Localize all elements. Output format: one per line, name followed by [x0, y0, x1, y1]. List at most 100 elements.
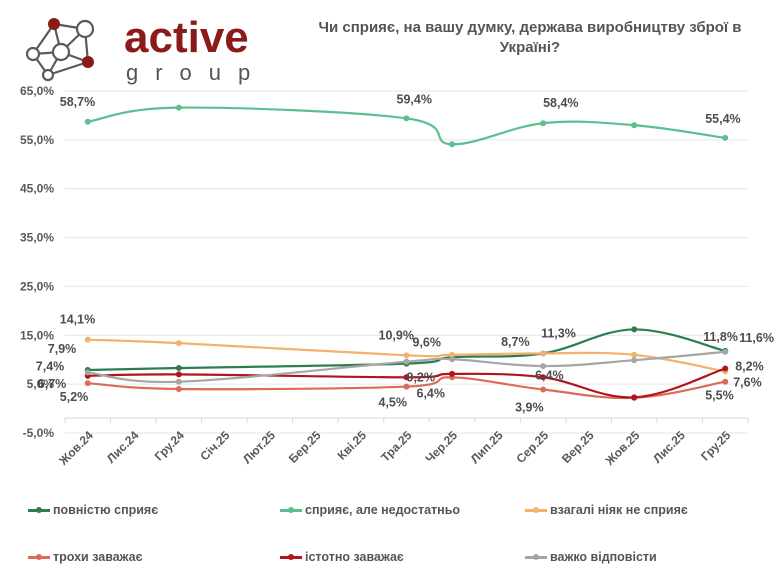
data-point	[175, 365, 182, 372]
data-point	[631, 357, 638, 364]
x-tick-label: Сер.25	[513, 428, 551, 466]
y-tick-label: -5,0%	[23, 426, 55, 440]
x-tick-label: Лис.24	[104, 428, 142, 466]
legend-label: важко відповісти	[550, 550, 657, 564]
brand-logo: active group	[18, 12, 250, 84]
x-tick-label: Вер.25	[559, 428, 597, 466]
legend-item[interactable]: взагалі ніяк не сприяє	[525, 503, 688, 517]
data-label: 55,4%	[705, 112, 740, 126]
y-tick-label: 5,0%	[27, 377, 55, 391]
data-point	[722, 348, 729, 355]
data-label: 58,4%	[543, 96, 578, 110]
data-label: 14,1%	[60, 313, 95, 327]
x-tick-label: Жов.25	[602, 428, 643, 469]
x-tick-label: Лип.25	[468, 428, 506, 466]
legend-swatch-icon	[525, 553, 547, 560]
data-point	[175, 104, 182, 111]
data-labels: 7,9% 9,2% 11,3% 11,8% 58,7% 59,4% 58,4% 55,4% 14…	[36, 92, 774, 414]
data-label: 9,6%	[413, 336, 442, 350]
data-label: 6,7%	[38, 377, 66, 391]
data-point	[540, 350, 547, 357]
legend-label: повністю сприяє	[53, 503, 159, 517]
data-point	[403, 358, 410, 365]
data-point	[540, 120, 547, 127]
data-label: 6,4%	[417, 386, 446, 400]
legend-item[interactable]: істотно заважає	[280, 550, 404, 564]
x-axis-ticks: Жов.24 Лис.24 Гру.24 Січ.25 Лют.25 Бер.25 Кві.…	[56, 428, 734, 469]
data-point	[449, 356, 456, 363]
brand-subname: group	[126, 60, 268, 85]
legend-label: сприяє, але недостатньо	[305, 503, 461, 517]
x-tick-label: Лис.25	[650, 428, 688, 466]
data-label: 8,7%	[501, 335, 529, 349]
data-label: 5,5%	[705, 389, 734, 403]
data-label: 7,4%	[36, 359, 64, 373]
data-label: 58,7%	[60, 95, 95, 109]
data-label: 4,5%	[379, 396, 408, 410]
legend-item[interactable]: трохи заважає	[28, 550, 143, 564]
data-label: 10,9%	[379, 328, 414, 342]
y-tick-label: 65,0%	[20, 84, 54, 98]
legend-swatch-icon	[280, 506, 302, 513]
data-point	[540, 374, 547, 381]
y-tick-label: 15,0%	[20, 328, 54, 342]
data-label: 3,9%	[515, 401, 544, 415]
data-point	[84, 369, 91, 376]
data-label: 7,9%	[48, 342, 76, 356]
x-tick-label: Лют.25	[240, 428, 278, 466]
data-point	[540, 363, 547, 370]
legend-swatch-icon	[28, 506, 50, 513]
data-label: 59,4%	[397, 92, 432, 106]
y-tick-label: 55,0%	[20, 133, 54, 147]
data-point	[175, 378, 182, 385]
data-point	[449, 351, 456, 358]
y-tick-label: 35,0%	[20, 231, 54, 245]
legend-swatch-icon	[525, 506, 547, 513]
data-point	[540, 386, 547, 393]
data-point	[84, 336, 91, 343]
data-label: 8,2%	[735, 360, 764, 374]
data-label: 11,6%	[739, 331, 774, 345]
chart-legend: повністю сприяє сприяє, але недостатньо вз…	[0, 495, 780, 575]
x-tick-label: Жов.24	[56, 428, 97, 469]
data-point	[403, 352, 410, 359]
legend-item[interactable]: повністю сприяє	[28, 503, 158, 517]
data-point	[84, 118, 91, 125]
data-label: 5,2%	[60, 390, 88, 404]
x-tick-label: Бер.25	[286, 428, 324, 466]
data-point	[449, 141, 456, 148]
data-point	[722, 365, 729, 372]
data-label: 7,6%	[733, 375, 762, 389]
data-point	[631, 351, 638, 358]
data-point	[403, 383, 410, 390]
chart-title: Чи сприяє, на вашу думку, держава виробн…	[318, 19, 742, 56]
y-axis-ticks: -5,0% 5,0% 15,0% 25,0% 35,0% 45,0% 55,0% 65,0%	[20, 84, 54, 440]
data-point	[631, 326, 638, 333]
data-point	[449, 370, 456, 377]
data-label: 6,4%	[535, 368, 564, 382]
data-point	[84, 380, 91, 387]
x-tick-label: Чер.25	[423, 428, 461, 466]
data-point	[722, 378, 729, 385]
legend-label: трохи заважає	[53, 550, 143, 564]
y-tick-label: 25,0%	[20, 279, 54, 293]
series-line-2	[87, 106, 726, 146]
legend-swatch-icon	[28, 553, 50, 560]
data-point	[175, 371, 182, 378]
series-lines	[84, 104, 729, 401]
legend-item[interactable]: сприяє, але недостатньо	[280, 503, 460, 517]
y-tick-label: 45,0%	[20, 182, 54, 196]
legend-label: істотно заважає	[305, 550, 404, 564]
legend-label: взагалі ніяк не сприяє	[550, 503, 688, 517]
data-label: 11,3%	[541, 326, 576, 340]
data-label: 9,2%	[407, 371, 436, 385]
brand-name: active	[124, 13, 249, 62]
network-nodes-icon	[25, 18, 95, 82]
legend-item[interactable]: важко відповісти	[525, 550, 657, 564]
data-point	[175, 340, 182, 347]
data-point	[175, 386, 182, 393]
data-point	[722, 134, 729, 141]
data-label: 11,8%	[703, 330, 738, 344]
data-point	[403, 115, 410, 122]
